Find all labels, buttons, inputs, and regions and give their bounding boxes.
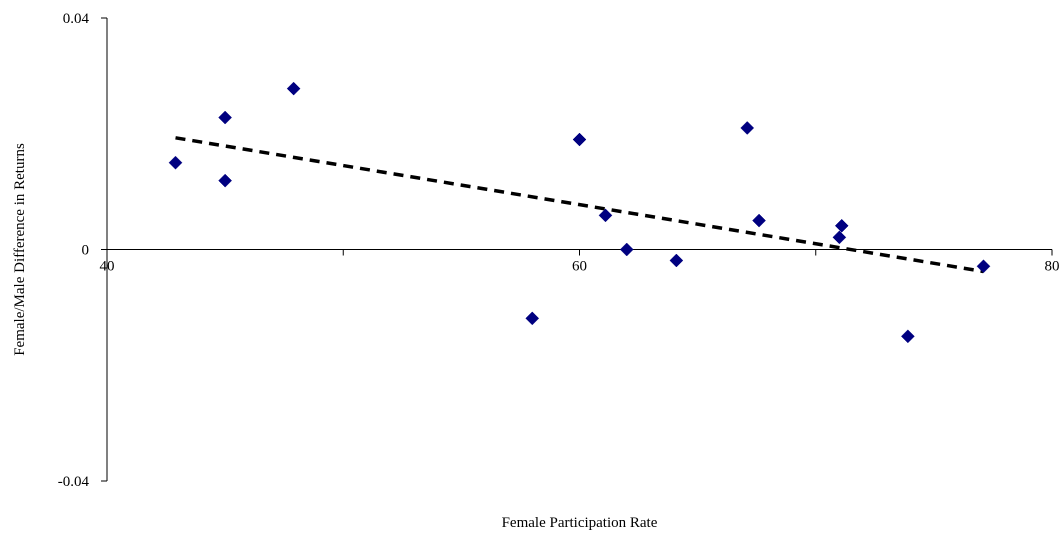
ticks	[101, 17, 1053, 482]
trendline	[175, 136, 984, 274]
y-tick-label: 0	[82, 243, 90, 259]
data-point	[572, 132, 587, 147]
data-point	[832, 230, 847, 245]
data-point	[218, 173, 232, 188]
data-point	[834, 218, 849, 233]
y-tick-label: 0.04	[63, 11, 90, 27]
data-point	[168, 155, 183, 170]
y-tick-label: -0.04	[58, 474, 90, 490]
data-point	[901, 329, 915, 344]
x-axis-title: Female Participation Rate	[502, 515, 658, 531]
data-point	[976, 259, 991, 274]
data-points	[168, 81, 991, 344]
data-point	[218, 110, 232, 125]
y-axis-title: Female/Male Difference in Returns	[12, 143, 28, 356]
data-point	[740, 121, 755, 135]
data-point	[598, 208, 613, 223]
data-point	[669, 253, 684, 268]
data-point	[525, 311, 540, 326]
data-point	[286, 81, 301, 96]
x-tick-label: 60	[572, 259, 587, 275]
x-tick-label: 40	[100, 259, 115, 275]
data-point	[752, 213, 766, 228]
data-point	[619, 242, 634, 257]
tick-labels: 0.04 0 -0.04 40 60 80	[58, 11, 1060, 490]
x-tick-label: 80	[1045, 259, 1060, 275]
